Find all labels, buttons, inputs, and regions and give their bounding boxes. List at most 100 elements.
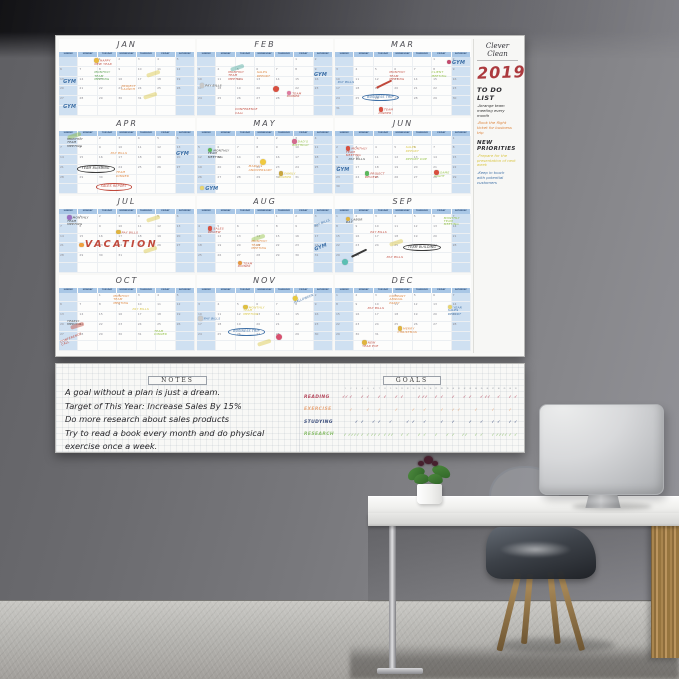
day-cell: 27 [59,96,79,106]
day-number: 8 [79,145,82,150]
plant-pot [417,484,442,504]
day-cell: 5 [393,145,413,155]
goals-row: READING ✓✓ ✓ ✓ ✓ ✓ ✓ ✓ ✓ ✓ ✓✓ ✓ ✓ ✓ ✓ ✓ ✓ ✓✓ ✓ ✓ ✓ [300,391,524,404]
day-cell: 20 [59,86,79,96]
day-number: 20 [413,164,418,169]
day-cell: 6 [432,292,452,303]
day-cell [412,262,433,273]
goals-day-number: 2 [350,387,351,390]
day-number: 1 [452,135,455,140]
day-cell: 16 [97,233,118,244]
day-header: TUESDAY [97,52,117,57]
calendar-note: MONTHLY TEAM MEETING [67,215,89,227]
day-cell: 2 [354,214,374,224]
day-number: 1 [433,57,436,61]
day-cell: 18 [156,76,176,87]
day-cell: 31 [136,331,157,342]
day-number: 21 [452,233,457,238]
day-header: TUESDAY [235,52,255,57]
day-number: 8 [336,302,338,307]
day-cell: 27 [175,164,195,175]
day-cell [274,341,295,351]
month-annotations: DAD'S BIRTHDAY MONTHLY TEAM MEETING MARIA'… [197,135,333,195]
day-cell [451,253,471,263]
day-header: THURSDAY [412,130,432,136]
day-cell: 5 [156,214,176,224]
day-cell: 7 [412,66,433,77]
day-cell [197,292,217,303]
day-number: 26 [176,321,181,326]
day-number: 17 [295,155,299,159]
day-number: 7 [79,66,82,71]
day-cell: 7 [59,145,79,155]
day-cell: 26 [197,174,217,185]
day-cell: 24 [197,331,217,342]
day-number: 11 [217,312,222,316]
day-number: 10 [355,155,360,159]
goals-day-number: 29 [503,387,505,390]
day-cell [412,341,433,351]
day-header: SATURDAY [451,52,470,57]
goals-check-cell: ✓ [462,394,466,400]
day-number: 30 [98,174,103,179]
day-header: TUESDAY [97,209,117,214]
calendar-note: YEAR SALES REPORT [447,304,463,316]
day-number: 10 [118,145,123,150]
day-cell: 13 [432,223,452,234]
day-cell: 31 [335,105,355,116]
day-number: 1 [256,135,259,140]
day-cell: 10 [313,223,333,234]
day-cell [294,341,314,351]
goals-day-number: 25 [480,387,483,390]
day-cell: 28 [78,96,98,106]
day-cell: 22 [294,86,314,96]
day-header: THURSDAY [412,52,432,57]
day-cell: 20 [235,243,256,253]
day-cell [175,174,195,185]
calendar-note: PROJECT REVIEW [364,171,385,180]
day-number: 6 [413,145,416,150]
day-header: SUNDAY [197,287,216,293]
day-cell: 2 [117,57,137,67]
goals-check-cell: ✓✓ [347,431,354,437]
day-cell: 30 [313,331,333,342]
day-cell [393,105,413,116]
day-header: SUNDAY [59,209,78,214]
day-number: 19 [236,86,241,91]
day-header: SATURDAY [313,209,332,214]
day-cell: 13 [216,155,236,165]
day-number: 5 [413,214,416,218]
goals-day-number: 6 [372,387,374,390]
day-number: 26 [217,253,222,257]
day-number: 14 [452,223,457,228]
day-cell: 27 [175,243,195,253]
day-number: 9 [118,302,121,307]
day-number: 4 [157,57,160,61]
day-number: 31 [374,331,379,336]
day-number: 13 [433,223,437,228]
day-number: 7 [60,145,62,150]
day-number: 14 [236,155,241,159]
day-cell: 15 [432,76,452,87]
day-cell: 17 [117,233,137,244]
day-number: 26 [157,243,161,248]
calendar-note [375,79,392,89]
day-number: 3 [118,135,121,140]
desk-chrome-foot [377,668,423,674]
day-cell: 14 [451,302,471,312]
day-cell [393,135,413,146]
day-cell: 6 [175,214,195,224]
day-cell [274,57,295,67]
day-cell [451,184,471,194]
day-header: TUESDAY [373,209,393,214]
day-header: WEDNESDAY [117,52,136,57]
day-number: 17 [137,312,142,316]
goals-day-number: 23 [469,387,471,390]
day-header-row: SUNDAY MONDAY TUESDAY WEDNESDAY THURSDAY FRID… [197,287,333,293]
day-cell: 16 [335,164,355,175]
day-cell: 17 [313,233,333,244]
goals-row: RESEARCH ✓ ✓✓ ✓✓ ✓ ✓ ✓✓ ✓ ✓ ✓✓ ✓ ✓ ✓ ✓ ✓ ✓ ✓ ✓✓ ✓ ✓ ✓ ✓✓ ✓✓ ✓ ✓ [300,429,524,442]
day-cell: 17 [354,164,374,175]
goals-day-number: 17 [435,387,437,390]
